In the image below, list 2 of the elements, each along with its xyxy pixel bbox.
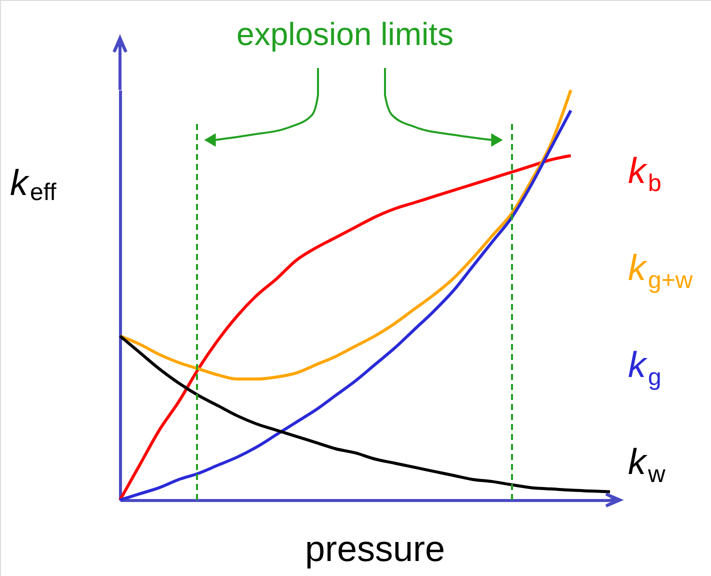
x-axis-title: pressure (304, 528, 446, 569)
text: explosion limits (236, 16, 454, 52)
